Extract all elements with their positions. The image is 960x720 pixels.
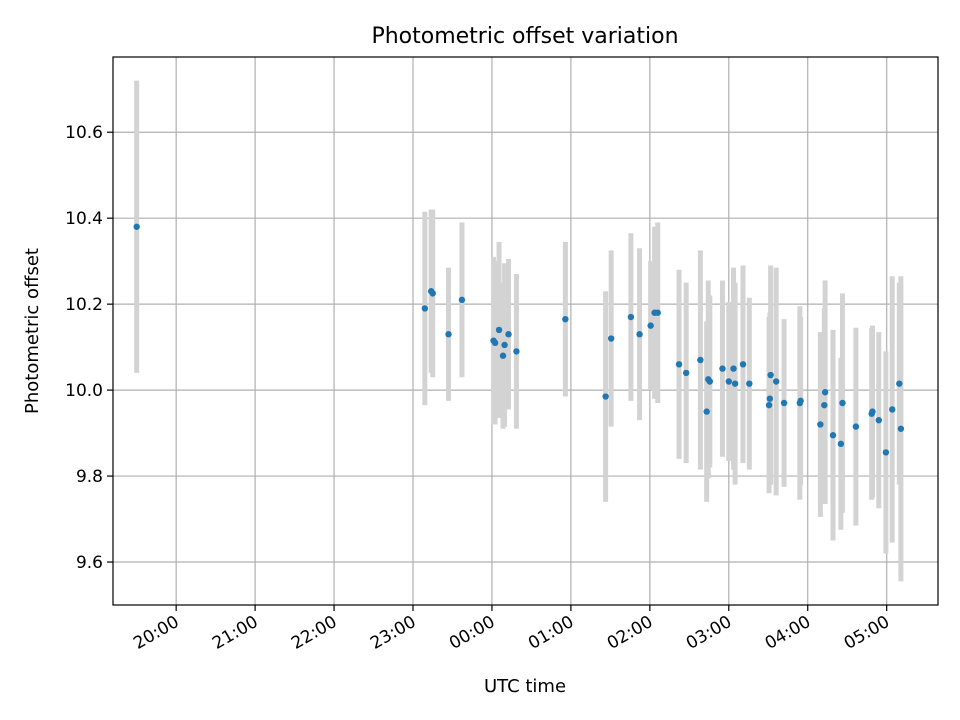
data-point (499, 352, 507, 359)
data-point (897, 425, 905, 432)
data-point (896, 380, 903, 387)
y-axis-label: Photometric offset (22, 248, 43, 414)
data-point (852, 423, 860, 430)
data-point (730, 365, 737, 372)
data-point (491, 339, 499, 347)
y-tick-label: 9.6 (76, 553, 103, 573)
data-point (725, 378, 732, 385)
y-tick-label: 10.0 (65, 381, 103, 401)
data-point (562, 315, 569, 323)
data-point (731, 380, 739, 387)
data-point (607, 335, 615, 342)
data-point (797, 397, 804, 405)
plot-frame (112, 56, 939, 606)
data-point (869, 408, 876, 415)
data-point (780, 399, 788, 407)
data-point (654, 309, 661, 316)
data-point (697, 356, 704, 364)
data-point (839, 399, 846, 407)
data-point (501, 341, 508, 349)
data-point (703, 408, 710, 415)
data-point (636, 331, 643, 338)
data-point (602, 393, 609, 400)
data-point (627, 313, 635, 321)
data-point (458, 296, 466, 304)
data-point (675, 361, 683, 368)
data-point (837, 440, 845, 448)
data-point (875, 416, 882, 424)
data-point (421, 305, 429, 312)
data-point (505, 331, 512, 338)
y-tick-label: 10.2 (65, 295, 103, 315)
point-layer (133, 223, 905, 456)
data-point (829, 432, 837, 439)
data-point (889, 406, 896, 413)
data-point (821, 401, 828, 409)
x-axis-label: UTC time (484, 676, 566, 697)
y-axis-ticks: 9.6 9.8 10.0 10.2 10.4 10.6 (65, 123, 113, 573)
data-point (765, 401, 773, 409)
data-point (817, 421, 824, 428)
data-point (682, 369, 690, 377)
data-point (719, 365, 726, 372)
data-point (513, 348, 520, 355)
data-point (647, 322, 654, 329)
data-point (772, 378, 780, 385)
data-point (429, 290, 436, 297)
data-point (495, 326, 503, 334)
data-point (133, 223, 140, 230)
data-point (445, 331, 452, 338)
data-point (821, 389, 829, 396)
y-tick-label: 10.4 (65, 209, 103, 229)
y-tick-label: 10.6 (65, 123, 103, 143)
y-tick-label: 9.8 (76, 467, 103, 487)
chart-title: Photometric offset variation (371, 24, 678, 49)
data-point (766, 395, 774, 402)
data-point (739, 361, 747, 368)
data-point (746, 380, 753, 387)
data-point (706, 378, 714, 385)
data-point (882, 449, 890, 456)
data-point (767, 371, 774, 379)
